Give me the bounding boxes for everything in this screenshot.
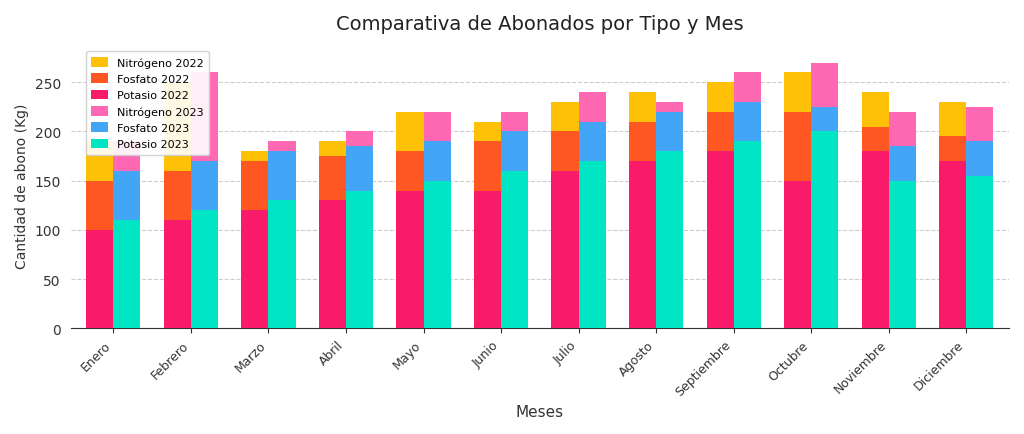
Bar — [967, 176, 993, 329]
Bar — [707, 112, 734, 152]
Bar — [501, 112, 528, 132]
Y-axis label: Cantidad de abono (Kg): Cantidad de abono (Kg) — [15, 104, 29, 269]
Bar — [86, 230, 114, 329]
Bar — [552, 171, 579, 329]
Bar — [552, 132, 579, 171]
Bar — [734, 73, 761, 103]
Bar — [474, 142, 501, 191]
Bar — [811, 108, 839, 132]
Bar — [114, 171, 140, 220]
Bar — [242, 211, 268, 329]
Bar — [114, 142, 140, 171]
Bar — [889, 112, 915, 147]
Bar — [784, 181, 811, 329]
Bar — [784, 73, 811, 112]
Bar — [656, 112, 683, 152]
Bar — [707, 152, 734, 329]
Bar — [939, 103, 967, 137]
Bar — [552, 103, 579, 132]
Bar — [318, 142, 346, 157]
Bar — [939, 137, 967, 161]
Bar — [242, 161, 268, 211]
Bar — [86, 142, 114, 181]
Bar — [861, 152, 889, 329]
Bar — [164, 220, 190, 329]
Bar — [707, 83, 734, 112]
Bar — [501, 132, 528, 171]
Bar — [579, 122, 606, 161]
Legend: Nitrógeno 2022, Fosfato 2022, Potasio 2022, Nitrógeno 2023, Fosfato 2023, Potasi: Nitrógeno 2022, Fosfato 2022, Potasio 20… — [86, 52, 209, 155]
Bar — [579, 161, 606, 329]
Bar — [861, 93, 889, 127]
Bar — [190, 211, 218, 329]
Bar — [396, 152, 424, 191]
Bar — [811, 63, 839, 108]
Bar — [346, 147, 373, 191]
Bar — [190, 73, 218, 161]
Bar — [424, 142, 451, 181]
Title: Comparativa de Abonados por Tipo y Mes: Comparativa de Abonados por Tipo y Mes — [336, 15, 743, 34]
Bar — [967, 142, 993, 176]
Bar — [190, 161, 218, 211]
Bar — [474, 122, 501, 142]
Bar — [734, 142, 761, 329]
Bar — [784, 112, 811, 181]
Bar — [164, 171, 190, 220]
Bar — [501, 171, 528, 329]
Bar — [346, 191, 373, 329]
X-axis label: Meses: Meses — [516, 404, 564, 419]
Bar — [656, 103, 683, 112]
Bar — [811, 132, 839, 329]
Bar — [318, 201, 346, 329]
Bar — [629, 93, 656, 122]
Bar — [734, 103, 761, 142]
Bar — [474, 191, 501, 329]
Bar — [86, 181, 114, 230]
Bar — [424, 112, 451, 142]
Bar — [318, 157, 346, 201]
Bar — [939, 161, 967, 329]
Bar — [889, 147, 915, 181]
Bar — [424, 181, 451, 329]
Bar — [629, 161, 656, 329]
Bar — [396, 112, 424, 152]
Bar — [114, 220, 140, 329]
Bar — [579, 93, 606, 122]
Bar — [268, 152, 296, 201]
Bar — [889, 181, 915, 329]
Bar — [656, 152, 683, 329]
Bar — [268, 201, 296, 329]
Bar — [164, 83, 190, 171]
Bar — [242, 152, 268, 161]
Bar — [861, 127, 889, 152]
Bar — [629, 122, 656, 161]
Bar — [346, 132, 373, 147]
Bar — [396, 191, 424, 329]
Bar — [268, 142, 296, 152]
Bar — [967, 108, 993, 142]
